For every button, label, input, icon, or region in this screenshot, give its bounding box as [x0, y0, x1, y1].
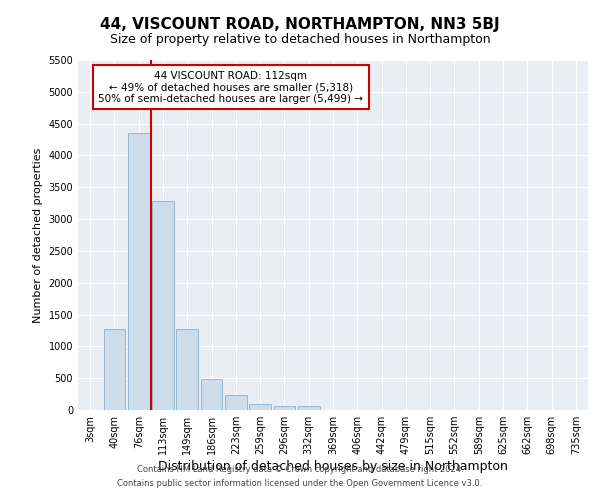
X-axis label: Distribution of detached houses by size in Northampton: Distribution of detached houses by size …: [158, 460, 508, 473]
Y-axis label: Number of detached properties: Number of detached properties: [33, 148, 43, 322]
Bar: [225, 396, 247, 410]
Bar: [200, 380, 223, 410]
Bar: [152, 202, 174, 410]
Text: 44 VISCOUNT ROAD: 112sqm
← 49% of detached houses are smaller (5,318)
50% of sem: 44 VISCOUNT ROAD: 112sqm ← 49% of detach…: [98, 70, 364, 104]
Bar: [249, 404, 271, 410]
Bar: [128, 133, 149, 410]
Text: Contains HM Land Registry data © Crown copyright and database right 2024.
Contai: Contains HM Land Registry data © Crown c…: [118, 466, 482, 487]
Bar: [104, 329, 125, 410]
Text: Size of property relative to detached houses in Northampton: Size of property relative to detached ho…: [110, 32, 490, 46]
Bar: [274, 406, 295, 410]
Bar: [298, 406, 320, 410]
Bar: [176, 329, 198, 410]
Text: 44, VISCOUNT ROAD, NORTHAMPTON, NN3 5BJ: 44, VISCOUNT ROAD, NORTHAMPTON, NN3 5BJ: [100, 18, 500, 32]
